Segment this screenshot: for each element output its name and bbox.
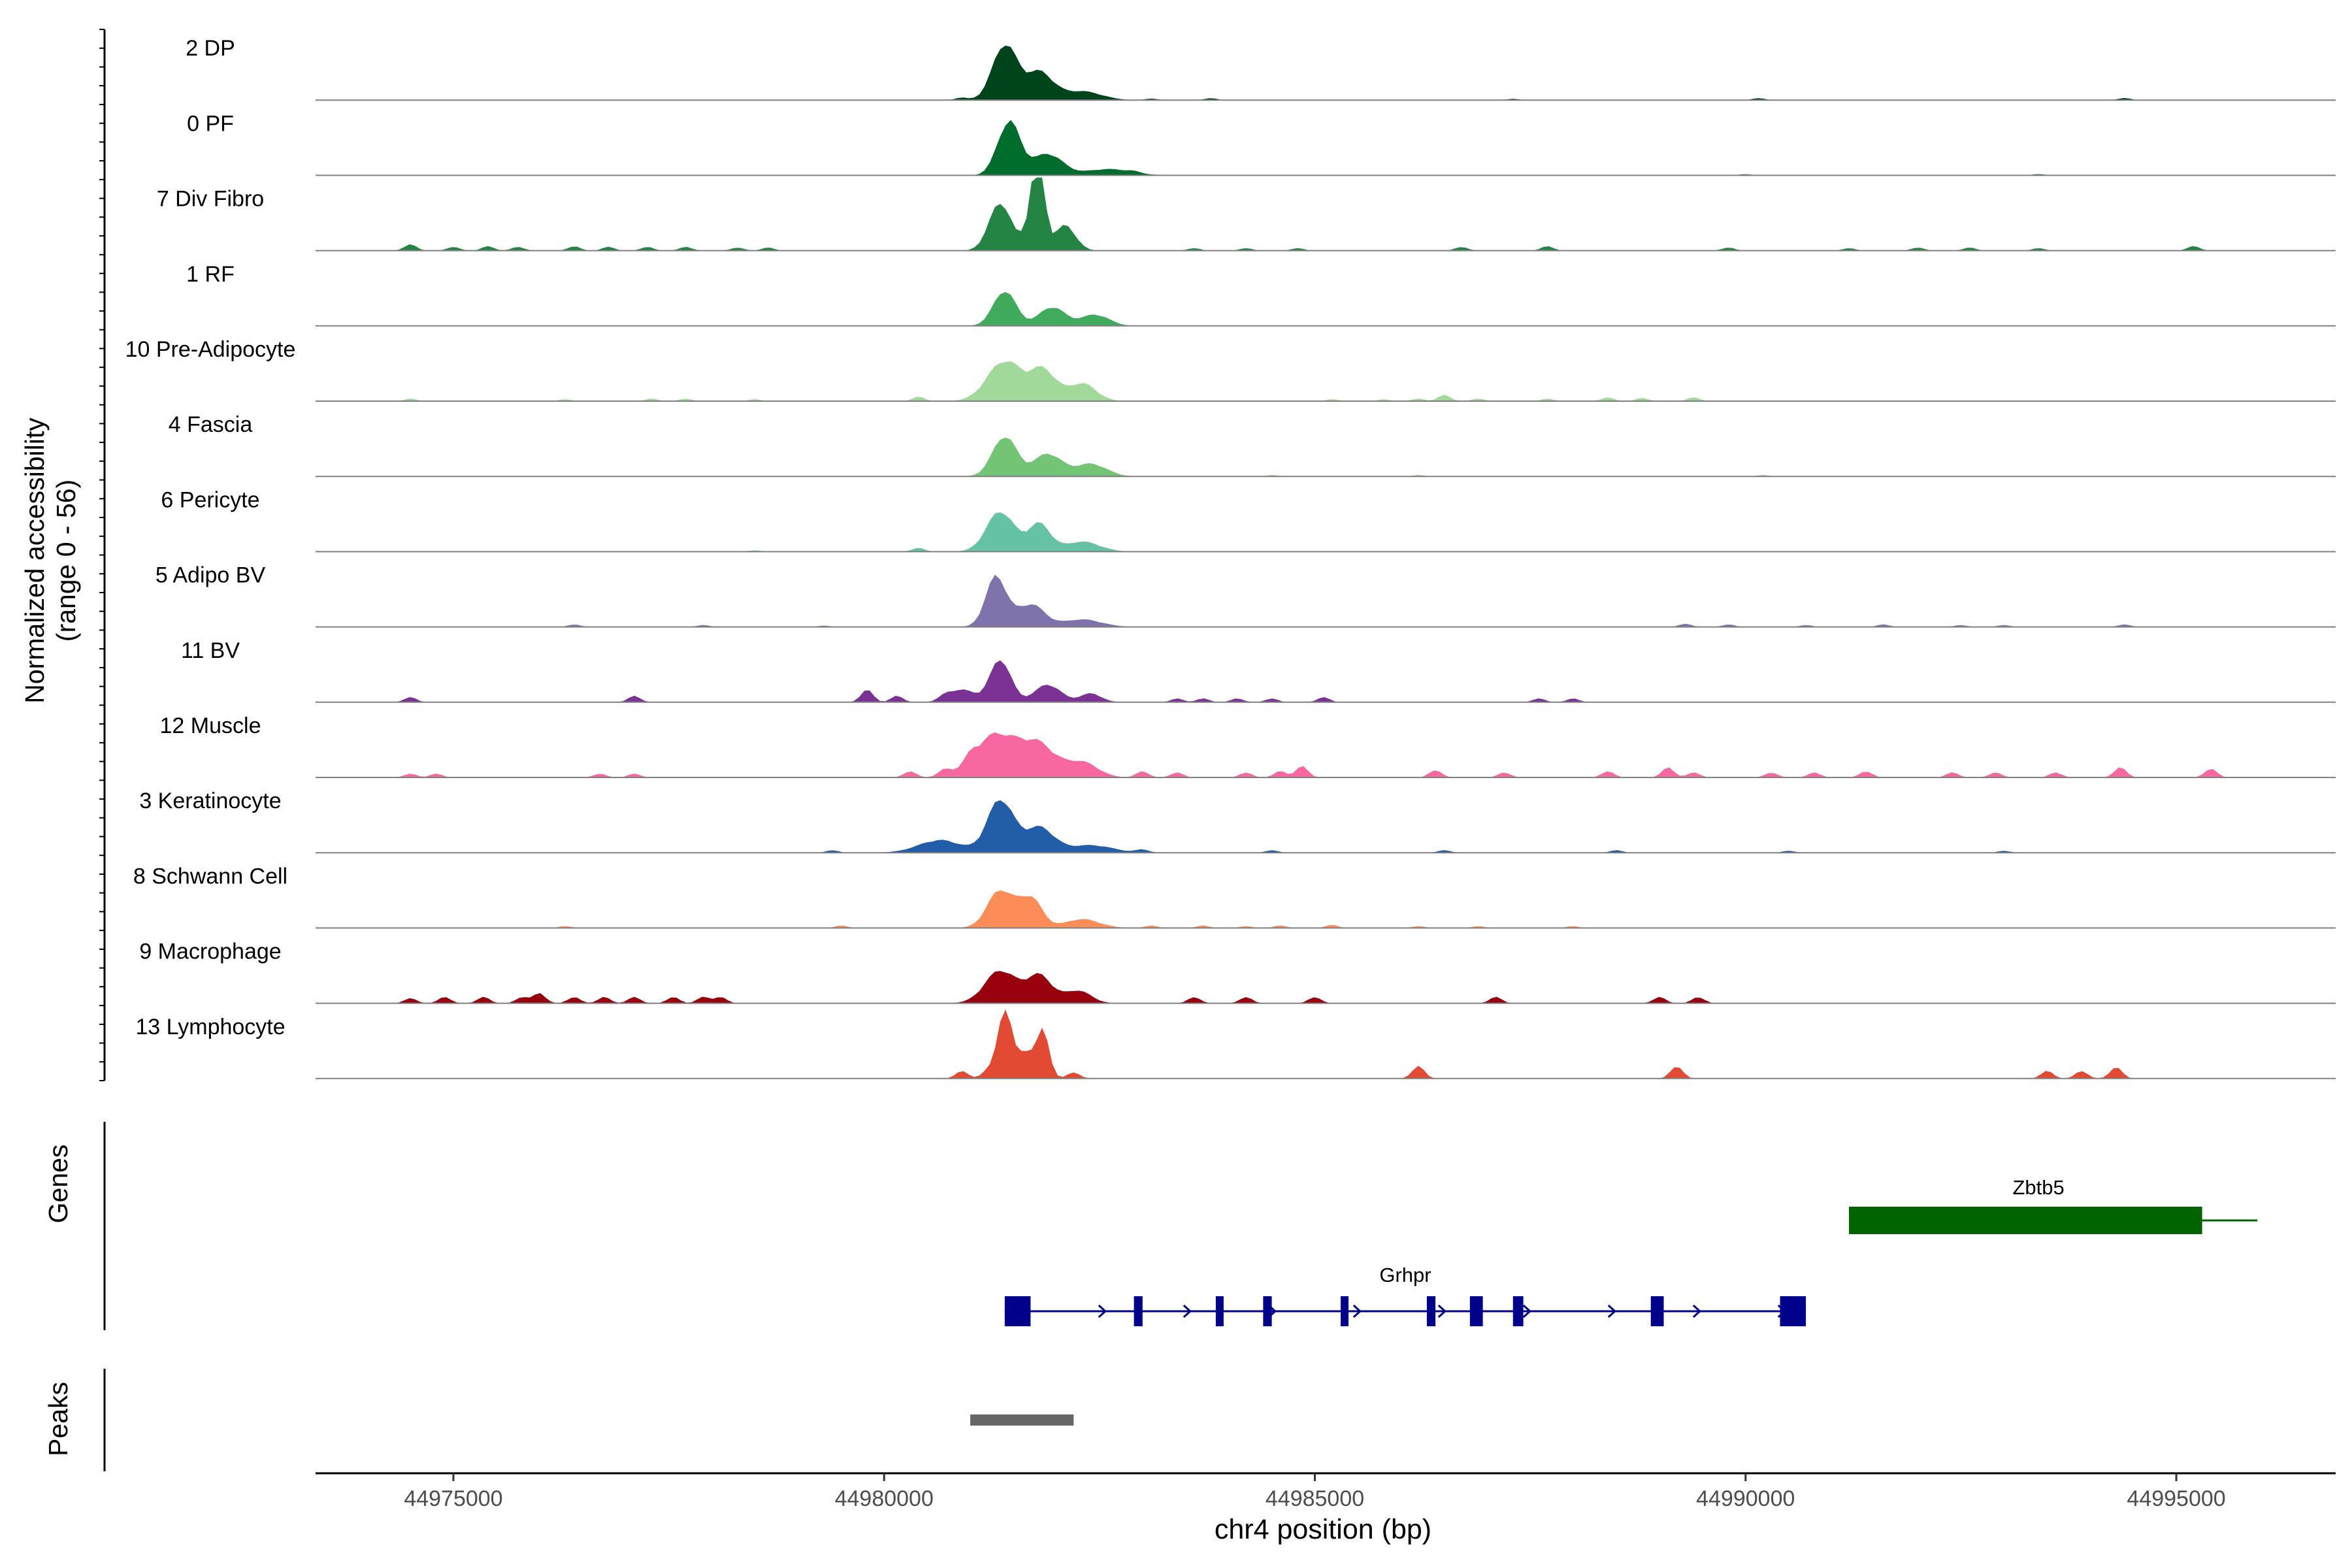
gene-exon xyxy=(1263,1296,1272,1326)
gene-zbtb5: Zbtb5 xyxy=(1849,1176,2258,1234)
track-10: 12 Muscle xyxy=(160,713,2336,778)
track-label: 4 Fascia xyxy=(169,412,253,437)
genes-panel: Genes Grhpr Zbtb5 xyxy=(43,1122,2258,1330)
track-label: 11 BV xyxy=(181,638,240,663)
track-7: 6 Pericyte xyxy=(161,487,2336,553)
peaks-panel: Peaks xyxy=(43,1369,1074,1471)
gene-name: Grhpr xyxy=(1379,1264,1431,1286)
gene-exon xyxy=(1512,1296,1524,1326)
coverage-area xyxy=(316,1009,2323,1079)
gene-exon xyxy=(1134,1296,1143,1326)
y-axis-label-line2: (range 0 - 56) xyxy=(51,480,81,642)
track-1: 2 DP xyxy=(186,36,2336,101)
coverage-area xyxy=(316,45,2323,101)
coverage-area xyxy=(316,361,2323,401)
track-label: 9 Macrophage xyxy=(139,939,281,964)
track-label: 1 RF xyxy=(186,262,235,287)
gene-exon xyxy=(1469,1296,1483,1326)
coverage-area xyxy=(316,971,2323,1004)
gene-exon xyxy=(1004,1296,1031,1326)
peaks-panel-label: Peaks xyxy=(43,1382,73,1456)
coverage-area xyxy=(316,660,2323,702)
track-13: 9 Macrophage xyxy=(139,939,2336,1004)
genes-panel-label: Genes xyxy=(43,1145,73,1224)
track-3: 7 Div Fibro xyxy=(157,177,2336,252)
track-label: 13 Lymphocyte xyxy=(135,1015,285,1039)
coverage-area xyxy=(316,512,2323,552)
track-label: 12 Muscle xyxy=(160,713,261,738)
y-axis: Normalized accessibility (range 0 - 56) xyxy=(20,29,106,1081)
coverage-area xyxy=(316,292,2323,326)
track-label: 3 Keratinocyte xyxy=(139,789,281,813)
gene-exon xyxy=(1780,1296,1806,1326)
x-tick-label: 44980000 xyxy=(835,1486,934,1511)
coverage-area xyxy=(316,177,2323,251)
track-label: 0 PF xyxy=(187,111,234,136)
track-6: 4 Fascia xyxy=(169,412,2336,478)
gene-grhpr: Grhpr xyxy=(1004,1264,1806,1326)
x-tick-label: 44975000 xyxy=(404,1486,502,1511)
track-label: 10 Pre-Adipocyte xyxy=(125,337,296,362)
track-12: 8 Schwann Cell xyxy=(133,864,2336,929)
peak-region xyxy=(970,1414,1074,1426)
gene-exon xyxy=(1215,1296,1224,1326)
track-2: 0 PF xyxy=(187,111,2336,176)
gene-exon xyxy=(1650,1296,1664,1326)
track-5: 10 Pre-Adipocyte xyxy=(125,337,2336,402)
x-tick-label: 44995000 xyxy=(2127,1486,2225,1511)
coverage-area xyxy=(316,120,2323,176)
strand-arrow xyxy=(1522,1304,1532,1318)
x-axis-label: chr4 position (bp) xyxy=(1215,1514,1431,1545)
coverage-area xyxy=(316,890,2323,928)
strand-arrow xyxy=(1098,1304,1107,1318)
strand-arrow xyxy=(1437,1304,1447,1318)
y-axis-label-line1: Normalized accessibility xyxy=(20,417,50,704)
strand-arrow xyxy=(1183,1304,1192,1318)
x-tick-label: 44985000 xyxy=(1266,1486,1364,1511)
track-label: 6 Pericyte xyxy=(161,487,259,512)
track-8: 5 Adipo BV xyxy=(155,563,2336,628)
gene-name: Zbtb5 xyxy=(2012,1176,2064,1199)
gene-exon xyxy=(1426,1296,1436,1326)
strand-arrow xyxy=(1607,1304,1617,1318)
strand-arrow xyxy=(1352,1304,1362,1318)
track-label: 7 Div Fibro xyxy=(157,187,264,212)
coverage-area xyxy=(316,437,2323,477)
track-4: 1 RF xyxy=(186,262,2336,327)
track-label: 5 Adipo BV xyxy=(155,563,266,588)
strand-arrow xyxy=(1692,1304,1702,1318)
track-label: 2 DP xyxy=(186,36,235,61)
x-axis: chr4 position (bp) 44975000 44980000 44985… xyxy=(316,1472,2336,1545)
gene-exon xyxy=(1341,1296,1349,1326)
x-tick-label: 44990000 xyxy=(1696,1486,1795,1511)
track-9: 11 BV xyxy=(181,638,2336,703)
track-14: 13 Lymphocyte xyxy=(135,1009,2336,1079)
coverage-area xyxy=(316,800,2323,853)
track-label: 8 Schwann Cell xyxy=(133,864,287,889)
coverage-area xyxy=(316,574,2323,627)
coverage-area xyxy=(316,732,2323,777)
gene-exon xyxy=(1849,1207,2202,1234)
coverage-panel: 2 DP 0 PF 7 Div Fibro 1 RF 10 Pre-Adipocyte 4… xyxy=(125,36,2336,1079)
track-11: 3 Keratinocyte xyxy=(139,789,2336,854)
